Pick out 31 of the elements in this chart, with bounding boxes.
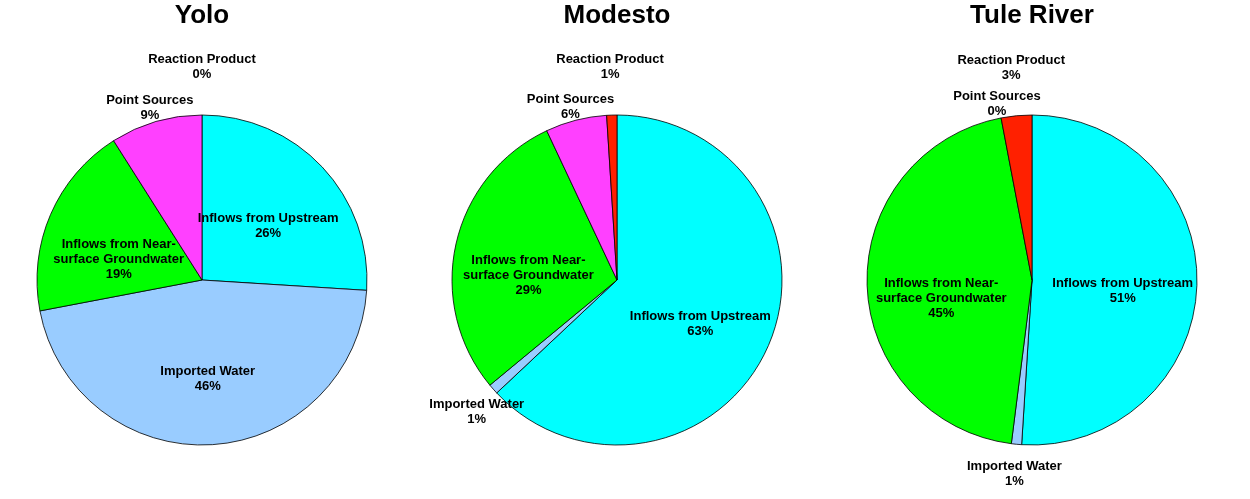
slice-label: Reaction Product	[556, 51, 665, 67]
text: 0%	[192, 66, 212, 81]
chart-title: Modesto	[563, 0, 671, 29]
data-label: 3%	[1001, 66, 1022, 82]
category-label: Reaction Product	[148, 51, 256, 66]
slice-label: Imported Water	[160, 362, 256, 378]
slice-label: Inflows from Near-surface Groundwater	[53, 235, 185, 266]
slice-label: Reaction Product	[957, 51, 1066, 67]
data-label: 1%	[600, 66, 620, 82]
data-label: 63%	[687, 323, 714, 339]
data-label: 1%	[1005, 473, 1025, 489]
slice-label: Inflows from Near-surface Groundwater	[463, 252, 594, 283]
data-label: 6%	[561, 105, 581, 121]
slice-label: Inflows from Near-surface Groundwater	[875, 274, 1007, 305]
data-label: 46%	[194, 377, 222, 393]
slice-label: Inflows from Upstream	[1052, 274, 1194, 290]
slice-label: Point Sources	[106, 92, 194, 108]
category-label: Point Sources	[953, 88, 1041, 104]
chart-title: Yolo	[174, 0, 230, 29]
chart-title: Tule River	[970, 0, 1094, 29]
data-label: 45%	[928, 304, 955, 320]
data-label: 51%	[1109, 289, 1137, 305]
data-label: 29%	[515, 282, 542, 298]
data-label: 9%	[140, 107, 160, 123]
data-label: 19%	[105, 265, 133, 281]
text: 0%	[987, 103, 1007, 119]
data-label: 26%	[255, 224, 282, 240]
slice-label: Inflows from Upstream	[629, 308, 771, 324]
data-label: 1%	[467, 410, 487, 426]
slice-label: Point Sources	[526, 90, 615, 106]
slice-label: Imported Water	[966, 458, 1062, 474]
